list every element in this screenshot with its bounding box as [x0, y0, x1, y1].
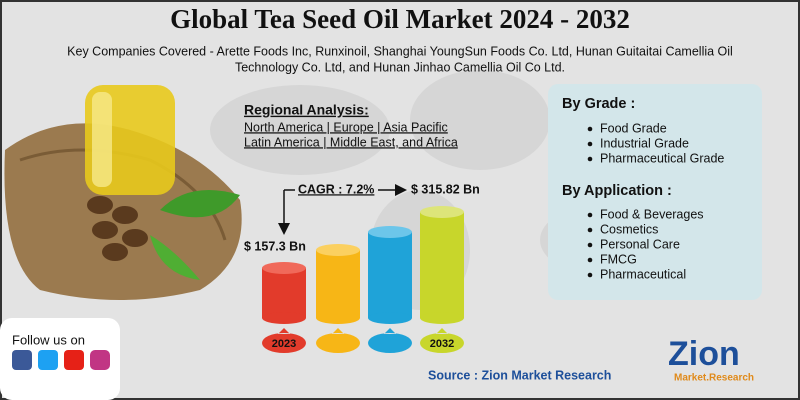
- year-pills: [262, 328, 464, 354]
- title: Global Tea Seed Oil Market 2024 - 2032: [170, 4, 630, 34]
- bullet: [587, 156, 593, 162]
- regional-heading: Regional Analysis:: [244, 102, 369, 118]
- product-illustration: [4, 85, 242, 300]
- start-year: 2023: [272, 338, 296, 350]
- social-label: Follow us on: [12, 332, 85, 347]
- bullet: [587, 242, 593, 248]
- grade-heading: By Grade :: [562, 96, 635, 112]
- cylinders: [262, 206, 464, 324]
- cagr: CAGR : 7.2%: [298, 182, 374, 196]
- social-box: [0, 318, 120, 400]
- instagram-icon[interactable]: [90, 350, 110, 370]
- end-year: 2032: [430, 338, 454, 350]
- logo-name: Zion: [668, 335, 740, 373]
- list-item: Industrial Grade: [600, 136, 689, 150]
- list-item: Food Grade: [600, 121, 667, 135]
- youtube-icon[interactable]: [64, 350, 84, 370]
- application-heading: By Application :: [562, 183, 672, 199]
- bullet: [587, 272, 593, 278]
- list-item: Food & Beverages: [600, 207, 704, 221]
- list-item: FMCG: [600, 252, 637, 266]
- bullet: [587, 141, 593, 147]
- list-item: Pharmaceutical: [600, 267, 686, 281]
- regional-line: North America | Europe | Asia Pacific: [244, 120, 448, 134]
- bullet: [587, 257, 593, 263]
- bullet: [587, 227, 593, 233]
- bullet: [587, 126, 593, 132]
- logo-tagline: Market.Research: [674, 373, 754, 384]
- segment-panel: [548, 84, 762, 300]
- facebook-icon[interactable]: [12, 350, 32, 370]
- bullet: [587, 212, 593, 218]
- list-item: Personal Care: [600, 237, 680, 251]
- list-item: Cosmetics: [600, 222, 658, 236]
- end-value: $ 315.82 Bn: [411, 182, 480, 196]
- subtitle: Key Companies Covered - Arette Foods Inc…: [67, 44, 733, 58]
- list-item: Pharmaceutical Grade: [600, 151, 724, 165]
- source: Source : Zion Market Research: [428, 368, 611, 382]
- start-value: $ 157.3 Bn: [244, 239, 306, 253]
- regional-line: Latin America | Middle East, and Africa: [244, 135, 458, 149]
- twitter-icon[interactable]: [38, 350, 58, 370]
- subtitle: Technology Co. Ltd, and Hunan Jinhao Cam…: [235, 60, 565, 74]
